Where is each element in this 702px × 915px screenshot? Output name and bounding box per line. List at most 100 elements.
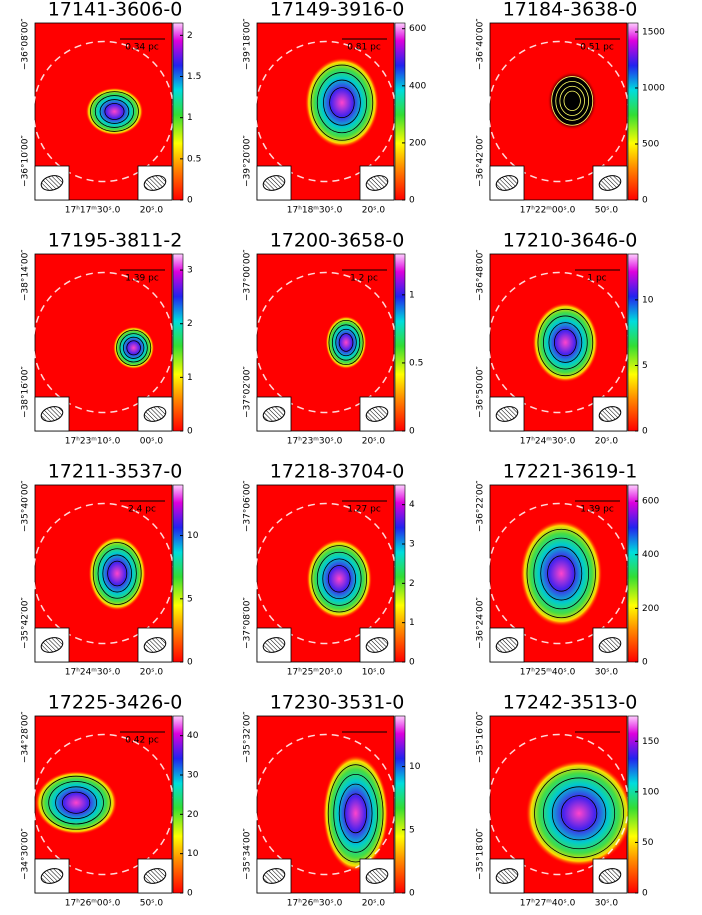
scale-label: 1 pc — [587, 274, 606, 284]
contour — [329, 87, 355, 119]
dec-label: −36°48′00″ — [476, 249, 486, 301]
beam — [143, 637, 167, 653]
dec-label: −36°40′00″ — [476, 18, 486, 70]
beam — [143, 175, 167, 191]
ra-label: 17ʰ18ᵐ30ˢ.0 — [287, 206, 343, 216]
ra-label: 17ʰ25ᵐ20ˢ.0 — [287, 668, 343, 678]
panel-title: 17211-3537-0 — [48, 461, 183, 483]
colorbar-label: 2 — [409, 579, 415, 589]
source — [322, 754, 389, 872]
source — [547, 71, 597, 131]
ra-label: 50ˢ.0 — [595, 206, 619, 216]
scale-label: 1.2 pc — [350, 274, 378, 284]
dec-label: −37°02′00″ — [243, 366, 253, 418]
beam — [365, 175, 389, 191]
colorbar-label: 30 — [187, 771, 199, 781]
colorbar-label: 10 — [187, 849, 199, 859]
scale-label: 1.27 pc — [347, 505, 381, 515]
beam — [262, 637, 286, 653]
contour — [327, 565, 351, 593]
contour — [543, 315, 588, 370]
colorbar — [172, 253, 184, 432]
contour — [563, 90, 581, 112]
scale-label: 0.42 pc — [125, 736, 159, 746]
beam — [365, 406, 389, 422]
colorbar-label: 100 — [642, 787, 659, 797]
dec-label: −36°50′00″ — [476, 366, 486, 418]
contour — [97, 548, 137, 599]
ra-label: 20ˢ.0 — [362, 206, 386, 216]
source — [525, 760, 633, 867]
contour — [555, 81, 590, 121]
dec-label: −39°18′00″ — [243, 18, 253, 70]
beam — [495, 406, 519, 422]
colorbar-label: 0 — [187, 196, 193, 206]
colorbar-label: 10 — [642, 295, 654, 305]
contour — [338, 333, 354, 352]
colorbar-label: 20 — [187, 810, 199, 820]
colorbar-label: 1.5 — [187, 72, 201, 82]
dec-label: −36°22′00″ — [476, 480, 486, 532]
contour — [322, 558, 357, 600]
ra-label: 20ˢ.0 — [140, 206, 164, 216]
source — [325, 315, 367, 370]
dec-label: −35°18′00″ — [476, 828, 486, 880]
ra-label: 17ʰ26ᵐ30ˢ.0 — [287, 899, 343, 909]
dec-label: −34°28′00″ — [21, 711, 31, 763]
beam — [40, 637, 64, 653]
colorbar-label: 4 — [409, 500, 415, 510]
colorbar — [627, 715, 639, 894]
contour — [344, 793, 368, 834]
contour — [126, 340, 141, 356]
colorbar-label: 2 — [187, 319, 193, 329]
panel-title: 17210-3646-0 — [503, 230, 638, 252]
beam — [143, 868, 167, 884]
source — [532, 302, 599, 383]
beam — [143, 406, 167, 422]
beam-box — [359, 858, 395, 894]
ra-label: 20ˢ.0 — [362, 899, 386, 909]
scale-label: 2.4 pc — [128, 505, 156, 515]
colorbar-label: 10 — [187, 531, 199, 541]
panel-title: 17230-3531-0 — [270, 692, 405, 714]
colorbar-label: 2 — [187, 31, 193, 41]
contour — [551, 786, 607, 841]
panel-title: 17225-3426-0 — [48, 692, 183, 714]
colorbar-label: 200 — [642, 604, 659, 614]
contour — [90, 91, 139, 132]
colorbar-label: 200 — [409, 138, 426, 148]
ra-label: 17ʰ23ᵐ30ˢ.0 — [287, 437, 343, 447]
contour — [548, 322, 583, 363]
colorbar-label: 0 — [187, 889, 193, 899]
source — [85, 87, 144, 136]
colorbar — [394, 253, 406, 432]
contour — [61, 791, 91, 814]
dec-label: −36°24′00″ — [476, 597, 486, 649]
colorbar-label: 1 — [187, 373, 193, 383]
contour — [107, 560, 128, 587]
contour — [102, 554, 132, 593]
dec-label: −35°16′00″ — [476, 711, 486, 763]
contour — [526, 528, 596, 619]
panel-title: 17218-3704-0 — [270, 461, 405, 483]
contour — [41, 775, 111, 830]
source — [88, 536, 146, 611]
ra-label: 30ˢ.0 — [595, 668, 619, 678]
contour — [310, 64, 374, 141]
dec-label: −36°42′00″ — [476, 135, 486, 187]
contour — [547, 555, 576, 592]
ra-label: 17ʰ25ᵐ40ˢ.0 — [520, 668, 576, 678]
ra-label: 17ʰ24ᵐ30ˢ.0 — [520, 437, 576, 447]
colorbar-label: 0 — [409, 196, 415, 206]
ra-label: 17ʰ23ᵐ10ˢ.0 — [65, 437, 121, 447]
contour — [316, 72, 367, 134]
colorbar-label: 1500 — [642, 27, 665, 37]
dec-label: −37°08′00″ — [243, 597, 253, 649]
colorbar-label: 0.5 — [187, 154, 201, 164]
source — [113, 326, 155, 370]
panel-title: 17200-3658-0 — [270, 230, 405, 252]
source — [304, 57, 379, 148]
beam — [598, 175, 622, 191]
ra-label: 50ˢ.0 — [140, 899, 164, 909]
